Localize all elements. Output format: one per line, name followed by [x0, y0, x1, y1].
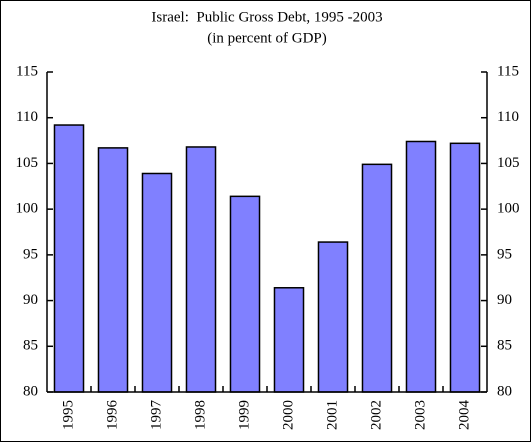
bar: [185, 146, 217, 393]
y-tick-label: 80: [23, 383, 38, 399]
x-tick-label: 2004: [456, 400, 472, 431]
bar: [317, 241, 349, 393]
bar: [361, 163, 393, 393]
y-tick-label: 95: [23, 246, 38, 262]
x-tick-label: 1996: [104, 400, 120, 431]
x-tick-label: 2003: [412, 400, 428, 430]
y2-tick-label: 90: [497, 292, 512, 308]
y-tick-label: 110: [16, 109, 38, 125]
bar: [53, 124, 85, 393]
y-tick-label: 90: [23, 292, 38, 308]
x-tick-label: 2002: [368, 400, 384, 430]
bar: [449, 142, 481, 393]
bar: [273, 287, 305, 393]
y2-tick-label: 85: [497, 338, 512, 354]
y-tick-label: 100: [16, 201, 39, 217]
x-tick-label: 1997: [148, 400, 164, 431]
y2-tick-label: 100: [497, 201, 520, 217]
x-tick-label: 1999: [236, 400, 252, 430]
chart-subtitle: (in percent of GDP): [207, 30, 327, 46]
bar: [405, 140, 437, 393]
y2-tick-label: 105: [497, 155, 520, 171]
x-tick-label: 1995: [60, 400, 76, 430]
chart-title: Israel: Public Gross Debt, 1995 -2003: [151, 9, 382, 25]
y-tick-label: 115: [16, 63, 38, 79]
bar: [141, 172, 173, 393]
bar: [229, 195, 261, 393]
x-tick-label: 2001: [324, 400, 340, 430]
y-tick-label: 105: [16, 155, 39, 171]
y2-tick-label: 95: [497, 246, 512, 262]
y2-tick-label: 110: [497, 109, 519, 125]
x-tick-label: 2000: [280, 400, 296, 430]
y-tick-label: 85: [23, 338, 38, 354]
y2-tick-label: 80: [497, 383, 512, 399]
y2-tick-label: 115: [497, 63, 519, 79]
bar: [97, 147, 129, 393]
x-tick-label: 1998: [192, 400, 208, 430]
